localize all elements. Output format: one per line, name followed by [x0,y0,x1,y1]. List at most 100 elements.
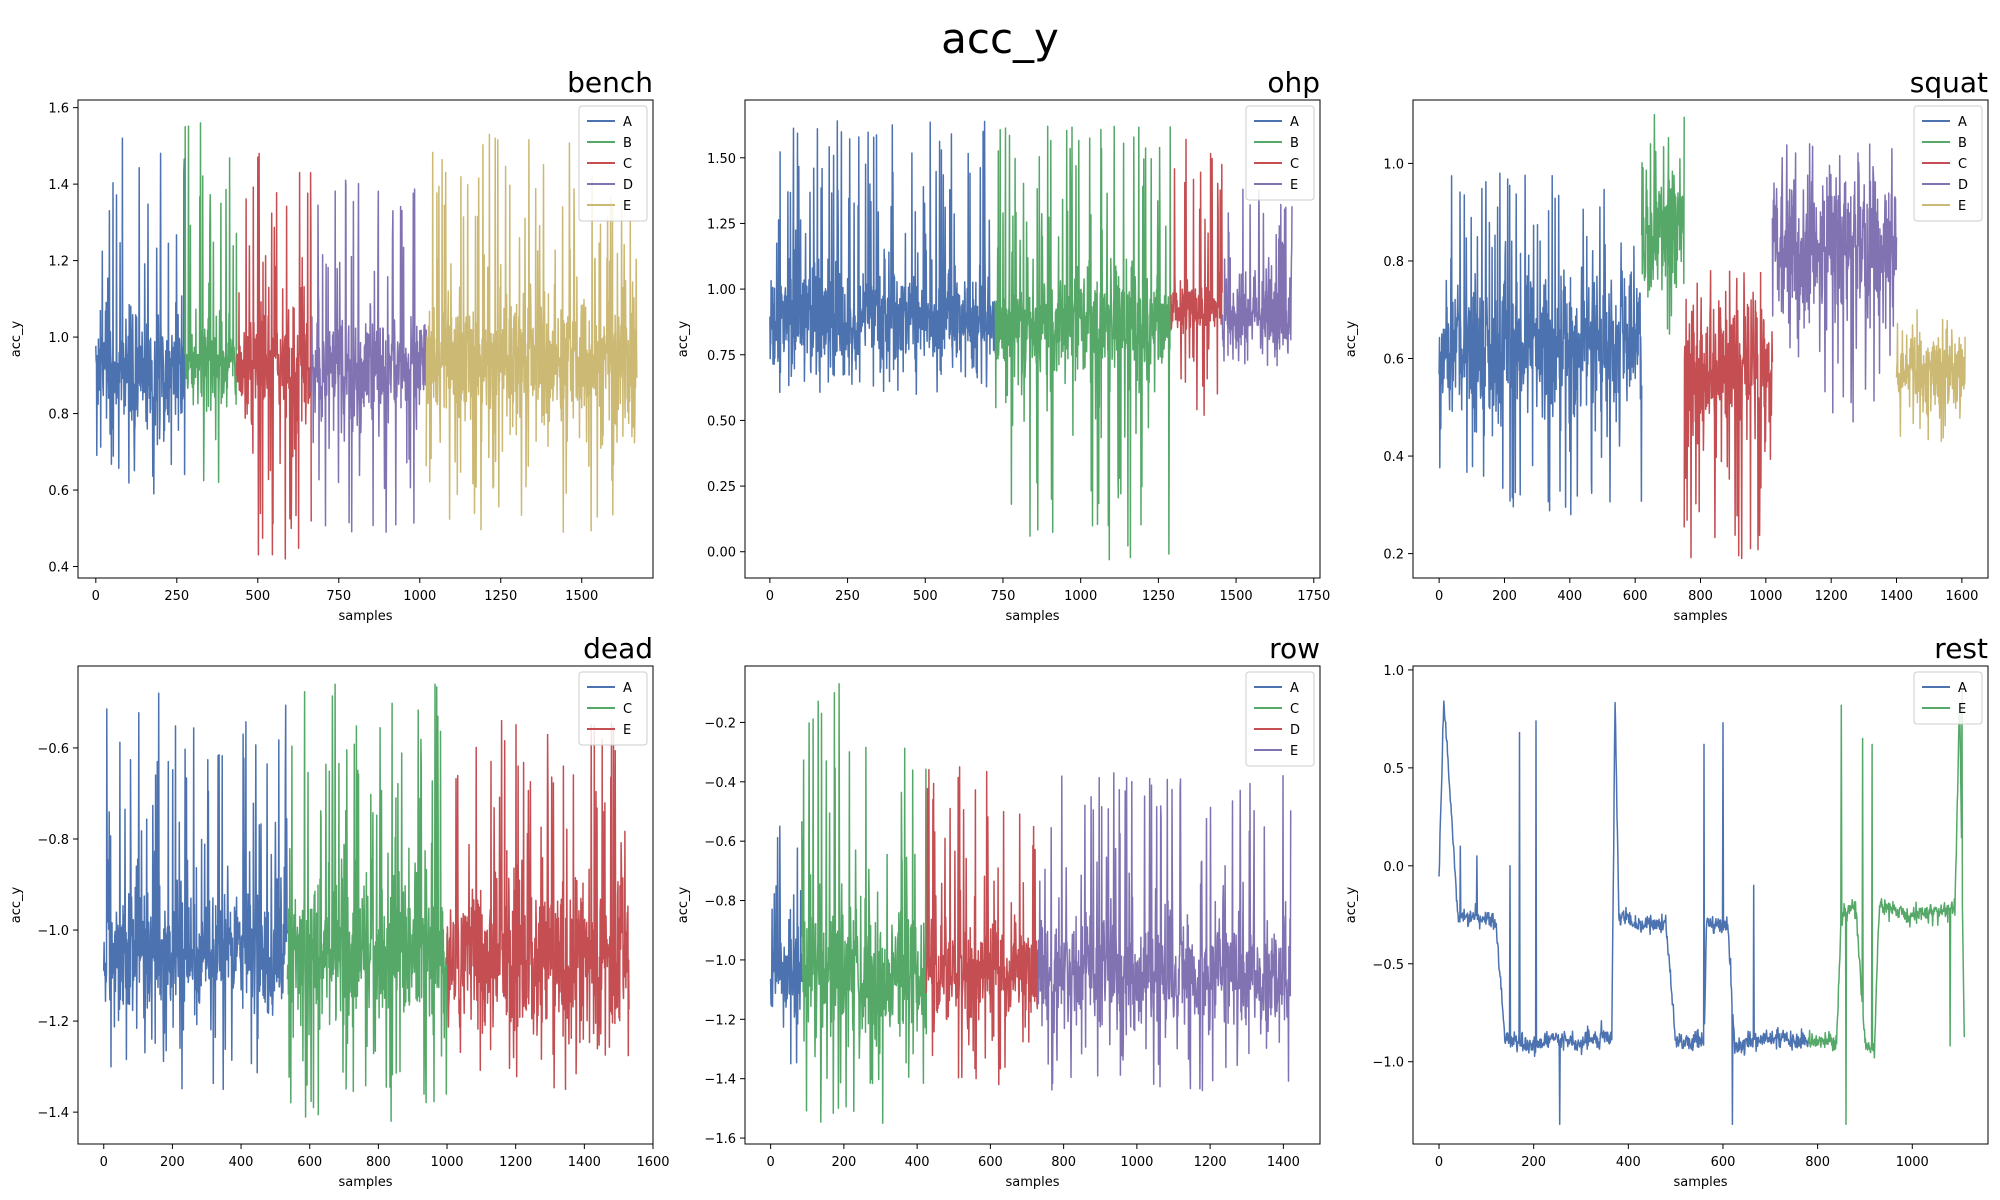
legend-label-C: C [1290,157,1299,172]
legend-label-C: C [1290,702,1299,717]
legend-label-C: C [623,702,632,717]
x-axis-label: samples [1005,609,1059,624]
legend-box [1245,105,1315,201]
x-tick-label: 1000 [1064,589,1097,604]
x-tick-label: 1500 [565,589,598,604]
legend-box [1245,671,1315,767]
figure-title: acc_y [941,14,1059,63]
x-tick-label: 1400 [1267,1155,1300,1170]
subplot-row: 0 200 400 600 800 1000 1200 1400 −1.6 −1.4 −1.2 −1.… [676,632,1321,1190]
legend-label-E: E [623,723,631,738]
subplot-squat: 0 200 400 600 800 1000 1200 1400 1600 0.2 0.4 0.6 0.… [1344,66,1989,624]
x-tick-label: 1400 [568,1155,601,1170]
x-tick-label: 500 [245,589,270,604]
y-axis-label: acc_y [9,320,24,357]
y-tick-label: 0.25 [707,480,736,495]
legend-label-A: A [623,681,632,696]
x-tick-label: 800 [366,1155,391,1170]
x-tick-label: 600 [1711,1155,1736,1170]
series-line-C [1170,138,1223,416]
series-line-E [1037,772,1292,1092]
x-tick-label: 500 [913,589,938,604]
series-line-C [801,683,928,1124]
x-axis-label: samples [1673,609,1727,624]
y-tick-label: −0.5 [1372,958,1404,973]
x-tick-label: 250 [164,589,189,604]
series-line-A [1438,172,1643,516]
series-line-E [1895,308,1966,443]
y-tick-label: 0.4 [1383,450,1404,465]
y-tick-label: −0.2 [704,716,736,731]
legend-label-C: C [1958,157,1967,172]
x-tick-label: 1000 [1749,589,1782,604]
x-tick-label: 800 [1051,1155,1076,1170]
subplot-bench: 0 250 500 750 1000 1250 1500 0.4 0.6 0.8 1.0 1.2 1.4… [9,66,654,624]
x-tick-label: 1200 [499,1155,532,1170]
series-line-A [1438,700,1809,1126]
x-tick-label: 600 [1623,589,1648,604]
y-tick-label: −0.6 [704,835,736,850]
x-tick-label: 1000 [430,1155,463,1170]
y-tick-label: −1.2 [37,1015,69,1030]
series-line-C [1683,269,1774,560]
y-tick-label: 1.50 [707,152,736,167]
series-line-B [1640,113,1685,335]
y-tick-label: 0.2 [1383,548,1404,563]
y-tick-label: 0.0 [1383,860,1404,875]
x-tick-label: 0 [1435,589,1443,604]
subplot-title: row [1269,632,1320,665]
x-tick-label: 600 [978,1155,1003,1170]
legend-label-C: C [623,157,632,172]
y-tick-label: 0.4 [48,561,69,576]
series-line-C [286,683,448,1122]
y-tick-label: −0.8 [37,833,69,848]
legend-label-A: A [1958,681,1967,696]
y-tick-label: 1.25 [707,217,736,232]
x-tick-label: 1000 [1120,1155,1153,1170]
y-tick-label: 0.00 [707,546,736,561]
x-tick-label: 1200 [1815,589,1848,604]
y-tick-label: −0.4 [704,776,736,791]
y-tick-label: −1.4 [37,1106,69,1121]
subplot-rest: 0 200 400 600 800 1000 −1.0 −0.5 0.0 0.5 1.0 rest sa… [1344,632,1989,1190]
y-tick-label: 0.6 [1383,353,1404,368]
legend-label-E: E [623,199,631,214]
subplot-dead: 0 200 400 600 800 1000 1200 1400 1600 −1.4 −1.2 −1.… [9,632,670,1190]
y-tick-label: 1.00 [707,283,736,298]
x-tick-label: 1200 [1194,1155,1227,1170]
legend: ACE [578,671,648,746]
x-tick-label: 200 [831,1155,856,1170]
legend-label-A: A [623,115,632,130]
x-tick-label: 0 [100,1155,108,1170]
subplot-ohp: 0 250 500 750 1000 1250 1500 1750 0.00 0.25 0.50 0.… [676,66,1330,624]
x-axis-label: samples [1005,1175,1059,1190]
legend-label-B: B [623,136,632,151]
x-tick-label: 800 [1805,1155,1830,1170]
x-tick-label: 0 [92,589,100,604]
y-axis-label: acc_y [1344,320,1359,357]
plot-area [744,99,1321,579]
subplot-title: bench [567,66,653,99]
series-line-D [1771,143,1898,423]
series-line-D [925,766,1039,1086]
x-tick-label: 1250 [484,589,517,604]
plot-area [744,665,1321,1145]
series-line-E [425,133,638,533]
subplot-title: dead [583,632,653,665]
series-line-E [1807,688,1966,1126]
legend-label-E: E [1290,178,1298,193]
x-tick-label: 250 [835,589,860,604]
x-axis-label: samples [338,1175,392,1190]
y-tick-label: 0.8 [1383,255,1404,270]
legend-label-D: D [1290,723,1300,738]
legend-label-A: A [1958,115,1967,130]
y-tick-label: −1.2 [704,1013,736,1028]
series-line-B [184,122,238,484]
y-tick-label: 0.75 [707,349,736,364]
y-tick-label: −0.8 [704,895,736,910]
x-tick-label: 200 [1492,589,1517,604]
